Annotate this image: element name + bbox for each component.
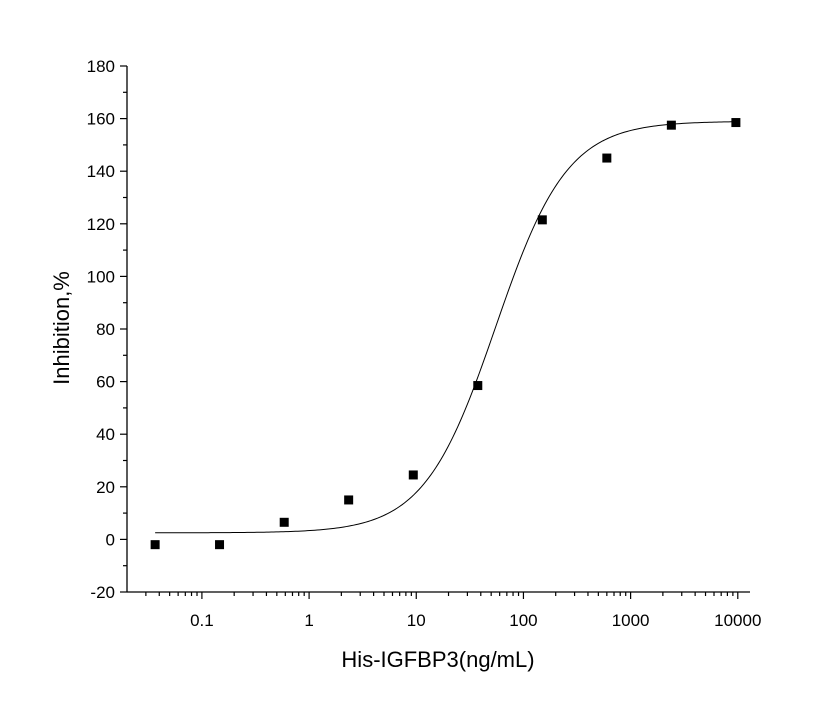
y-tick-label: 60 — [96, 373, 115, 392]
x-tick-label: 1000 — [612, 611, 650, 630]
tick-labels: -20 0 20 40 60 80 100 120 140 160 180 0.1 1 10 100 1000… — [87, 57, 762, 630]
y-tick-label: 120 — [87, 215, 115, 234]
data-point — [537, 215, 547, 225]
x-axis-label: His-IGFBP3(ng/mL) — [341, 647, 534, 672]
fit-curve — [155, 121, 736, 534]
x-tick-label: 10000 — [714, 611, 761, 630]
y-tick-label: 40 — [96, 425, 115, 444]
data-point — [666, 120, 676, 130]
data-point — [731, 118, 741, 128]
x-tick-label: 0.1 — [190, 611, 214, 630]
axes — [126, 66, 750, 593]
data-points — [150, 118, 741, 550]
y-tick-label: 20 — [96, 478, 115, 497]
y-tick-label: -20 — [90, 583, 115, 602]
data-point — [344, 495, 354, 505]
y-tick-label: 0 — [106, 530, 115, 549]
ticks — [120, 65, 739, 599]
data-point — [473, 381, 483, 391]
data-point — [408, 470, 418, 480]
y-tick-label: 160 — [87, 110, 115, 129]
y-tick-label: 80 — [96, 320, 115, 339]
data-point — [602, 153, 612, 163]
y-axis-label: Inhibition,% — [49, 271, 74, 385]
y-tick-label: 180 — [87, 57, 115, 76]
x-tick-label: 100 — [509, 611, 537, 630]
x-tick-label: 10 — [407, 611, 426, 630]
y-tick-label: 100 — [87, 267, 115, 286]
x-tick-label: 1 — [304, 611, 313, 630]
data-point — [215, 540, 225, 550]
data-point — [150, 540, 160, 550]
data-point — [279, 517, 289, 527]
y-tick-label: 140 — [87, 162, 115, 181]
